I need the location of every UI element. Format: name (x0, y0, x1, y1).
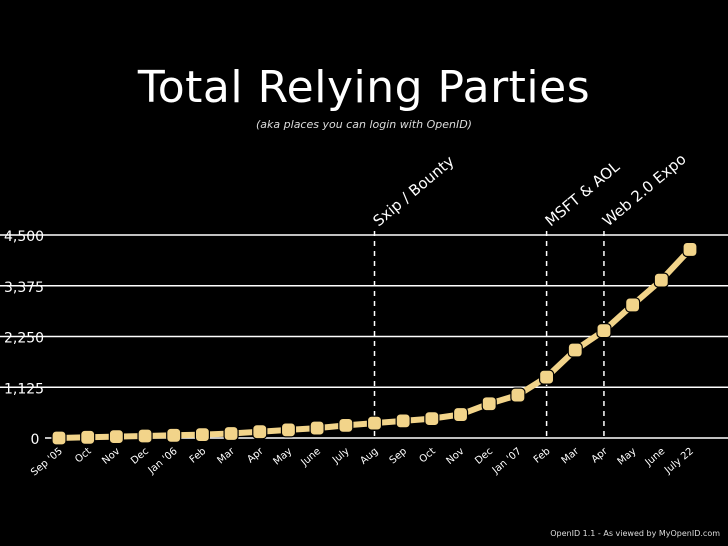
x-tick-label: Feb (188, 446, 209, 466)
x-tick-label: Aug (358, 446, 380, 467)
data-point (452, 406, 469, 423)
chart-title: Total Relying Parties (137, 62, 591, 113)
x-tick-label: July 22 (662, 446, 696, 477)
data-point (567, 342, 583, 358)
y-tick-label: 0 (31, 432, 40, 448)
data-point (309, 420, 325, 436)
x-tick-label: Jan '07 (490, 446, 524, 477)
footer-credit: OpenID 1.1 - As viewed by MyOpenID.com (550, 529, 720, 538)
y-tick-label: 3,375 (4, 280, 44, 296)
data-point (51, 430, 67, 446)
x-tick-label: May (271, 446, 294, 468)
x-tick-label: Mar (215, 445, 237, 466)
x-tick-label: Jan '06 (146, 446, 180, 477)
data-point (625, 297, 641, 313)
x-tick-label: Nov (444, 446, 466, 467)
x-tick-label: June (643, 446, 668, 469)
x-tick-label: Nov (100, 446, 122, 467)
x-tick-label: Sep (388, 446, 410, 467)
data-point (223, 425, 239, 442)
data-point (653, 272, 669, 288)
annotation-label: Sxip / Bounty (370, 152, 458, 230)
y-tick-label: 4,500 (4, 229, 44, 245)
data-point (137, 428, 153, 444)
data-point (481, 396, 497, 412)
x-tick-label: Oct (73, 446, 93, 466)
data-point (194, 427, 211, 443)
x-tick-label: Apr (590, 445, 611, 465)
data-point (280, 422, 297, 438)
y-tick-label: 1,125 (4, 381, 44, 397)
x-tick-label: June (299, 446, 324, 469)
x-tick-label: Sep '05 (29, 446, 65, 479)
data-point (682, 241, 698, 258)
data-point (424, 411, 440, 427)
data-point (510, 387, 526, 403)
chart-subtitle: (aka places you can login with OpenID) (256, 118, 472, 131)
data-point (108, 429, 124, 445)
data-point (366, 415, 383, 431)
y-tick-label: 2,250 (4, 331, 44, 347)
x-tick-label: Dec (129, 446, 151, 467)
x-tick-label: Oct (417, 446, 437, 466)
x-tick-label: July (330, 446, 352, 467)
x-tick-label: May (616, 446, 639, 468)
data-point (252, 424, 268, 440)
data-point (596, 323, 612, 339)
data-point (166, 427, 182, 443)
data-point (395, 413, 411, 429)
data-point (80, 429, 96, 445)
x-tick-label: Dec (473, 446, 495, 467)
data-point (338, 417, 354, 433)
x-tick-label: Mar (560, 445, 582, 466)
data-point (538, 369, 555, 385)
x-tick-label: Feb (532, 446, 553, 466)
x-tick-label: Apr (245, 445, 266, 465)
